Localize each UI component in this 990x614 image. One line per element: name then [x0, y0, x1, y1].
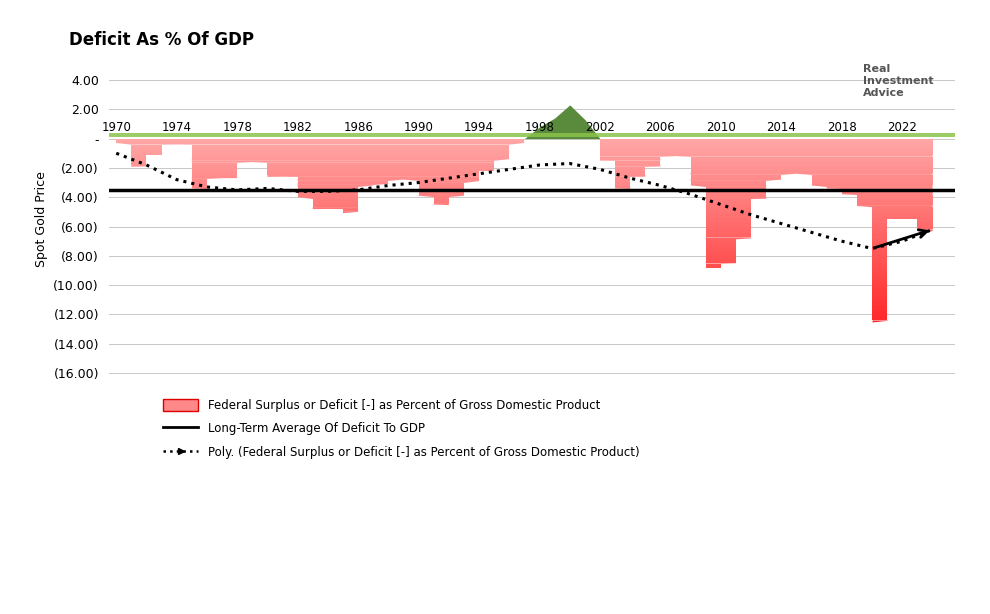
Text: 1986: 1986 — [344, 122, 373, 134]
Text: 2022: 2022 — [887, 122, 917, 134]
Text: 1974: 1974 — [161, 122, 192, 134]
Text: 2010: 2010 — [706, 122, 736, 134]
Text: Real
Investment
Advice: Real Investment Advice — [863, 64, 934, 98]
Text: 1978: 1978 — [222, 122, 252, 134]
Text: 1998: 1998 — [525, 122, 554, 134]
Bar — [109, 133, 955, 137]
Text: 1970: 1970 — [101, 122, 132, 134]
Text: 2014: 2014 — [766, 122, 796, 134]
Text: 2018: 2018 — [827, 122, 856, 134]
Legend: Federal Surplus or Deficit [-] as Percent of Gross Domestic Product, Long-Term A: Federal Surplus or Deficit [-] as Percen… — [157, 392, 645, 465]
Text: 1994: 1994 — [464, 122, 494, 134]
Text: 2002: 2002 — [585, 122, 615, 134]
Text: 1990: 1990 — [404, 122, 434, 134]
Y-axis label: Spot Gold Price: Spot Gold Price — [35, 171, 48, 267]
Text: 2006: 2006 — [645, 122, 675, 134]
Text: Deficit As % Of GDP: Deficit As % Of GDP — [69, 31, 254, 49]
Text: 1982: 1982 — [283, 122, 313, 134]
